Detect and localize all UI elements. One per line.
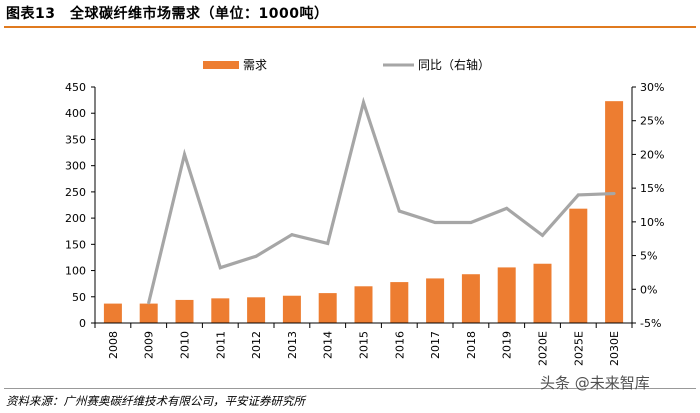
line-point bbox=[505, 206, 509, 210]
right-tick-label: 10% bbox=[640, 216, 664, 229]
left-tick-label: 100 bbox=[65, 265, 86, 278]
x-tick-label: 2016 bbox=[393, 331, 406, 359]
bar bbox=[569, 208, 588, 323]
line-point bbox=[290, 233, 294, 237]
left-tick-label: 150 bbox=[65, 238, 86, 251]
line-series bbox=[147, 96, 616, 305]
line-point bbox=[218, 266, 222, 270]
x-axis: 2008 2009 2010 2011 2012 2013 2014 2015 2016 2017… bbox=[94, 322, 633, 366]
x-tick-label: 2018 bbox=[465, 331, 478, 359]
legend-swatch-bar bbox=[203, 61, 239, 69]
source-note: 资料来源：广州赛奥碳纤维技术有限公司，平安证券研究所 bbox=[6, 394, 305, 408]
x-tick-label: 2020E bbox=[537, 331, 550, 366]
line-point bbox=[612, 192, 616, 196]
x-tick-label: 2015 bbox=[358, 331, 371, 359]
left-tick-label: 450 bbox=[65, 81, 86, 94]
line-point bbox=[362, 101, 365, 105]
bar bbox=[461, 274, 480, 323]
bar bbox=[390, 282, 409, 323]
x-tick-label: 2011 bbox=[214, 331, 227, 359]
x-tick-label: 2017 bbox=[429, 331, 442, 359]
figure-title: 图表13 全球碳纤维市场需求（单位：1000吨） bbox=[6, 6, 329, 22]
line-point bbox=[541, 233, 544, 237]
left-tick-label: 50 bbox=[72, 291, 86, 304]
line-point bbox=[326, 241, 330, 245]
line-point bbox=[254, 254, 258, 258]
right-tick-label: 20% bbox=[640, 148, 664, 161]
right-tick-label: 25% bbox=[640, 115, 664, 128]
right-axis: -5% 0% 5% 10% 15% 20% 25% 30% bbox=[631, 81, 664, 330]
figure-header: 图表13 全球碳纤维市场需求（单位：1000吨） bbox=[0, 0, 700, 30]
line-point bbox=[576, 193, 580, 197]
bar bbox=[318, 293, 337, 323]
bar bbox=[426, 278, 445, 323]
left-tick-label: 300 bbox=[65, 160, 86, 173]
line-point bbox=[183, 152, 186, 156]
x-tick-label: 2030E bbox=[608, 331, 621, 366]
right-tick-label: -5% bbox=[640, 317, 661, 330]
x-tick-label: 2008 bbox=[107, 331, 120, 359]
x-tick-label: 2010 bbox=[179, 331, 192, 359]
x-tick-label: 2019 bbox=[501, 331, 514, 359]
header-rule bbox=[4, 26, 696, 28]
left-axis: 0 50 100 150 200 250 300 350 400 450 bbox=[65, 81, 96, 330]
bar bbox=[247, 297, 266, 323]
left-tick-label: 200 bbox=[65, 212, 86, 225]
bar bbox=[139, 303, 158, 323]
x-tick-label: 2013 bbox=[286, 331, 299, 359]
left-tick-label: 0 bbox=[79, 317, 86, 330]
x-tick-label: 2025E bbox=[572, 331, 585, 366]
right-tick-label: 0% bbox=[640, 283, 657, 296]
line-point bbox=[147, 301, 151, 305]
legend-label-bar: 需求 bbox=[243, 58, 267, 72]
line-path bbox=[147, 96, 615, 304]
bar bbox=[175, 299, 194, 323]
x-tick-label: 2014 bbox=[322, 331, 335, 359]
left-tick-label: 250 bbox=[65, 186, 86, 199]
bar bbox=[497, 267, 516, 323]
bar bbox=[211, 298, 230, 323]
right-tick-label: 15% bbox=[640, 182, 664, 195]
chart: 需求 同比（右轴） 0 50 100 150 200 250 300 350 400 450 -5%… bbox=[65, 57, 664, 366]
right-tick-label: 30% bbox=[640, 81, 664, 94]
bar bbox=[103, 303, 122, 323]
legend: 需求 同比（右轴） bbox=[203, 57, 490, 72]
x-tick-label: 2009 bbox=[143, 331, 156, 359]
line-point bbox=[397, 209, 401, 213]
watermark: 头条 @未来智库 bbox=[540, 374, 650, 392]
bar bbox=[354, 286, 373, 323]
footer-rule bbox=[4, 388, 696, 389]
right-tick-label: 5% bbox=[640, 250, 657, 263]
line-point bbox=[433, 221, 437, 225]
left-tick-label: 350 bbox=[65, 133, 86, 146]
line-point bbox=[469, 221, 473, 225]
bar-series bbox=[103, 101, 624, 323]
x-tick-label: 2012 bbox=[250, 331, 263, 359]
bar bbox=[533, 263, 552, 323]
legend-label-line: 同比（右轴） bbox=[418, 57, 490, 72]
bar bbox=[605, 101, 624, 323]
left-tick-label: 400 bbox=[65, 107, 86, 120]
bar bbox=[282, 295, 301, 323]
